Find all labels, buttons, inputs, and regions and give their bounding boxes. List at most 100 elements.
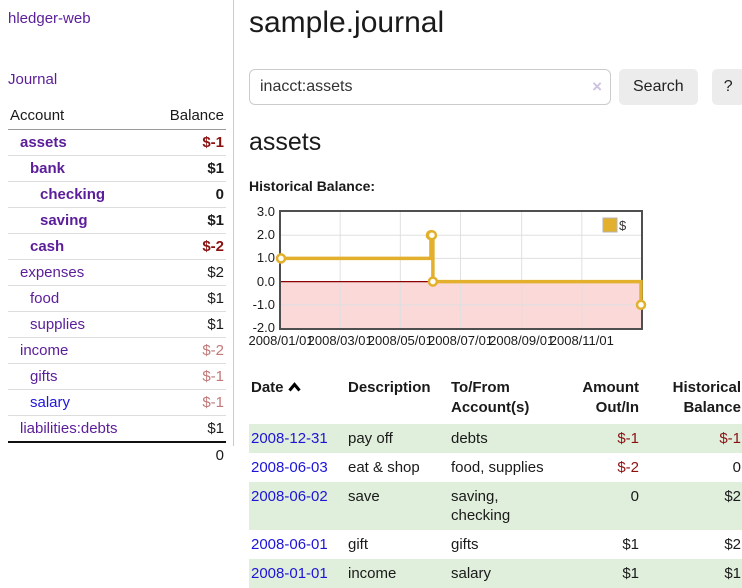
data-point-marker — [428, 231, 436, 239]
x-tick-label: 2008/09/01 — [489, 333, 554, 348]
sidebar-item-expenses[interactable]: expenses — [20, 264, 84, 281]
register-date-link[interactable]: 2008-06-02 — [251, 488, 328, 505]
account-row: saving $1 — [8, 208, 226, 234]
account-balance: $-2 — [151, 234, 226, 260]
register-balance: $2 — [641, 530, 742, 559]
register-description: pay off — [346, 424, 449, 453]
register-date-link[interactable]: 2008-01-01 — [251, 565, 328, 582]
register-header-date[interactable]: Date — [249, 376, 346, 424]
account-row: gifts $-1 — [8, 364, 226, 390]
register-description: save — [346, 482, 449, 530]
account-balance: $-1 — [151, 364, 226, 390]
account-balance: $2 — [151, 260, 226, 286]
x-tick-label: 2008/07/01 — [428, 333, 493, 348]
accounts-header-balance: Balance — [151, 104, 226, 130]
account-heading: assets — [249, 128, 742, 157]
register-row: 2008-06-02savesaving, checking0$2 — [249, 482, 742, 530]
sidebar-item-liabilities-debts[interactable]: liabilities:debts — [20, 420, 118, 437]
sidebar-item-journal[interactable]: Journal — [8, 71, 225, 88]
register-balance: 0 — [641, 453, 742, 482]
account-balance: $1 — [151, 208, 226, 234]
sidebar-item-cash[interactable]: cash — [30, 238, 64, 255]
register-amount: $-1 — [555, 424, 641, 453]
search-button[interactable]: Search — [619, 69, 698, 105]
register-header-historical-balance: Historical Balance — [641, 376, 742, 424]
register-header-description: Description — [346, 376, 449, 424]
account-balance: $-1 — [151, 390, 226, 416]
account-row: assets $-1 — [8, 130, 226, 156]
register-accounts: gifts — [449, 530, 555, 559]
register-description: eat & shop — [346, 453, 449, 482]
sidebar-item-food[interactable]: food — [30, 290, 59, 307]
register-date-link[interactable]: 2008-06-03 — [251, 459, 328, 476]
register-amount: $1 — [555, 559, 641, 588]
account-balance: 0 — [151, 182, 226, 208]
sidebar-item-salary[interactable]: salary — [30, 394, 70, 411]
account-row: expenses $2 — [8, 260, 226, 286]
register-balance: $-1 — [641, 424, 742, 453]
x-tick-label: 2008/11/01 — [550, 333, 614, 348]
plot-area: $ — [279, 210, 643, 330]
sidebar-item-income[interactable]: income — [20, 342, 68, 359]
register-description: income — [346, 559, 449, 588]
account-row: supplies$1 — [8, 312, 226, 338]
page-title: sample.journal — [249, 6, 742, 40]
accounts-header-row: Account Balance — [8, 104, 226, 130]
header-label: Historical Balance — [673, 379, 741, 416]
search-input[interactable] — [249, 69, 611, 105]
register-amount: $1 — [555, 530, 641, 559]
register-amount: $-2 — [555, 453, 641, 482]
sidebar-item-supplies[interactable]: supplies — [30, 316, 85, 333]
account-row: food$1 — [8, 286, 226, 312]
chevron-up-icon — [288, 378, 301, 398]
account-row: checking 0 — [8, 182, 226, 208]
register-accounts: debts — [449, 424, 555, 453]
register-header-amount-out-in: Amount Out/In — [555, 376, 641, 424]
register-balance: $1 — [641, 559, 742, 588]
accounts-table: Account Balance assets $-1 bank $1 checking 0… — [8, 104, 226, 468]
account-row: salary $-1 — [8, 390, 226, 416]
register-accounts: food, supplies — [449, 453, 555, 482]
accounts-total-spacer — [8, 442, 151, 468]
main-content: sample.journal × Search ? assets Histori… — [234, 0, 742, 588]
help-button[interactable]: ? — [712, 69, 742, 105]
search-box: × — [249, 69, 611, 105]
y-tick-label: 1.0 — [249, 251, 275, 265]
register-table: Date DescriptionTo/From Account(s) Amount … — [249, 376, 742, 588]
sidebar-item-assets[interactable]: assets — [20, 134, 67, 151]
register-date-link[interactable]: 2008-06-01 — [251, 536, 328, 553]
register-row: 2008-12-31pay offdebts$-1$-1 — [249, 424, 742, 453]
x-tick-label: 2008/05/01 — [368, 333, 433, 348]
register-header-row: Date DescriptionTo/From Account(s) Amount … — [249, 376, 742, 424]
historical-balance-chart: $3.02.01.00.0-1.0-2.02008/01/012008/03/0… — [249, 203, 659, 355]
y-tick-label: -1.0 — [249, 298, 275, 312]
brand-link[interactable]: hledger-web — [8, 10, 225, 27]
register-header-to-from-account-s-: To/From Account(s) — [449, 376, 555, 424]
y-tick-label: 3.0 — [249, 205, 275, 219]
sidebar-item-gifts[interactable]: gifts — [30, 368, 58, 385]
accounts-total-value: 0 — [151, 442, 226, 468]
clear-search-icon[interactable]: × — [592, 77, 602, 96]
account-balance: $1 — [151, 156, 226, 182]
data-point-marker — [429, 278, 437, 286]
register-date-link[interactable]: 2008-12-31 — [251, 430, 328, 447]
legend-label: $ — [619, 218, 627, 233]
account-row: cash $-2 — [8, 234, 226, 260]
accounts-header-account: Account — [8, 104, 151, 130]
register-description: gift — [346, 530, 449, 559]
x-tick-label: 2008/01/01 — [248, 333, 313, 348]
sidebar: hledger-web Journal Account Balance asse… — [0, 0, 234, 446]
x-tick-label: 2008/03/01 — [308, 333, 373, 348]
chart-svg: $ — [281, 212, 641, 328]
header-label: Date — [251, 379, 284, 396]
account-balance: $-1 — [151, 130, 226, 156]
sidebar-item-bank[interactable]: bank — [30, 160, 65, 177]
sidebar-item-saving[interactable]: saving — [40, 212, 88, 229]
header-label: Amount Out/In — [582, 379, 639, 416]
register-row: 2008-06-03 eat & shopfood, supplies$-20 — [249, 453, 742, 482]
data-point-marker — [637, 301, 645, 309]
chart-title: Historical Balance: — [249, 178, 742, 194]
account-row: income$-2 — [8, 338, 226, 364]
y-tick-label: 0.0 — [249, 275, 275, 289]
sidebar-item-checking[interactable]: checking — [40, 186, 105, 203]
